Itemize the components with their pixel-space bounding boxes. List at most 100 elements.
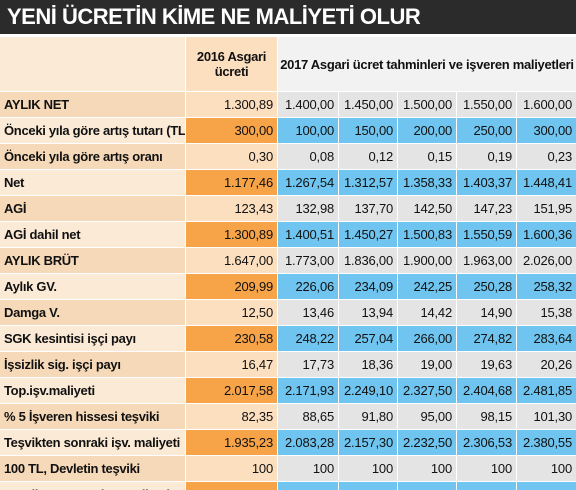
value-2017-scenario-3: 14,42 [398, 300, 456, 325]
value-2017-scenario-4: 98,15 [457, 404, 516, 429]
value-2017-scenario-4: 2.306,53 [457, 430, 516, 455]
row-label: İşsizlik sig. işçi payı [0, 352, 185, 377]
value-2017-scenario-4: 250,28 [457, 274, 516, 299]
value-2017-scenario-5: 300,00 [517, 118, 576, 143]
title-bar: YENİ ÜCRETİN KİME NE MALİYETİ OLUR [0, 0, 576, 34]
row-label: 100 TL, Devletin teşviki [0, 456, 185, 481]
value-2016: 1.300,89 [186, 222, 277, 247]
value-2017-scenario-5: 0,23 [517, 144, 576, 169]
value-2017-scenario-1: 1.400,00 [278, 92, 338, 117]
value-2017-scenario-3: 95,00 [398, 404, 456, 429]
value-2017-scenario-3: 2.132,50 [398, 482, 456, 490]
value-2017-scenario-2: 2.157,30 [339, 430, 397, 455]
value-2017-scenario-2: 2.249,10 [339, 378, 397, 403]
value-2017-scenario-3: 200,00 [398, 118, 456, 143]
row-label: Önceki yıla göre artış oranı [0, 144, 185, 169]
value-2016: 2.017,58 [186, 378, 277, 403]
row-label: AGİ dahil net [0, 222, 185, 247]
value-2017-scenario-3: 2.327,50 [398, 378, 456, 403]
row-label: Top.işv.maliyeti [0, 378, 185, 403]
value-2017-scenario-3: 242,25 [398, 274, 456, 299]
value-2017-scenario-2: 0,12 [339, 144, 397, 169]
value-2017-scenario-5: 258,32 [517, 274, 576, 299]
value-2017-scenario-3: 100 [398, 456, 456, 481]
row-label: Teşvikten sonraki işv. maliyeti [0, 430, 185, 455]
value-2016: 12,50 [186, 300, 277, 325]
value-2017-scenario-2: 1.450,00 [339, 92, 397, 117]
value-2016: 123,43 [186, 196, 277, 221]
row-label: AGİ [0, 196, 185, 221]
value-2017-scenario-4: 0,19 [457, 144, 516, 169]
value-2017-scenario-3: 1.500,83 [398, 222, 456, 247]
value-2016: 300,00 [186, 118, 277, 143]
value-2017-scenario-2: 1.450,27 [339, 222, 397, 247]
value-2017-scenario-1: 0,08 [278, 144, 338, 169]
value-2017-scenario-4: 274,82 [457, 326, 516, 351]
row-label: Damga V. [0, 300, 185, 325]
value-2017-scenario-3: 2.232,50 [398, 430, 456, 455]
value-2017-scenario-2: 18,36 [339, 352, 397, 377]
value-2017-scenario-3: 1.500,00 [398, 92, 456, 117]
header-corner [0, 37, 185, 91]
value-2017-scenario-3: 1.900,00 [398, 248, 456, 273]
value-2017-scenario-1: 226,06 [278, 274, 338, 299]
value-2017-scenario-1: 100,00 [278, 118, 338, 143]
value-2016: 209,99 [186, 274, 277, 299]
page-title: YENİ ÜCRETİN KİME NE MALİYETİ OLUR [7, 4, 421, 29]
row-label: SGK kesintisi işçi payı [0, 326, 185, 351]
value-2016: 1.177,46 [186, 170, 277, 195]
value-2017-scenario-1: 132,98 [278, 196, 338, 221]
value-2017-scenario-1: 13,46 [278, 300, 338, 325]
value-2017-scenario-5: 2.481,85 [517, 378, 576, 403]
cost-table: 2016 Asgari ücreti 2017 Asgari ücret tah… [0, 34, 576, 490]
value-2017-scenario-5: 2.280,55 [517, 482, 576, 490]
value-2017-scenario-3: 266,00 [398, 326, 456, 351]
value-2017-scenario-1: 2.171,93 [278, 378, 338, 403]
value-2017-scenario-3: 0,15 [398, 144, 456, 169]
value-2017-scenario-2: 137,70 [339, 196, 397, 221]
value-2017-scenario-1: 1.983,28 [278, 482, 338, 490]
value-2017-scenario-2: 13,94 [339, 300, 397, 325]
row-label: Teşvikten sonra işv. maliyeti [0, 482, 185, 490]
value-2017-scenario-5: 151,95 [517, 196, 576, 221]
value-2017-scenario-2: 1.312,57 [339, 170, 397, 195]
row-label: AYLIK BRÜT [0, 248, 185, 273]
value-2017-scenario-3: 142,50 [398, 196, 456, 221]
value-2016: 100 [186, 456, 277, 481]
row-label: Önceki yıla göre artış tutarı (TL) [0, 118, 185, 143]
value-2017-scenario-4: 1.550,59 [457, 222, 516, 247]
row-label: Net [0, 170, 185, 195]
value-2017-scenario-1: 1.400,51 [278, 222, 338, 247]
value-2017-scenario-5: 2.380,55 [517, 430, 576, 455]
value-2017-scenario-2: 2.057,30 [339, 482, 397, 490]
value-2017-scenario-5: 1.600,36 [517, 222, 576, 247]
value-2017-scenario-1: 1.267,54 [278, 170, 338, 195]
value-2017-scenario-5: 20,26 [517, 352, 576, 377]
value-2017-scenario-1: 100 [278, 456, 338, 481]
header-2017-estimates: 2017 Asgari ücret tahminleri ve işveren … [278, 37, 576, 91]
value-2017-scenario-3: 1.358,33 [398, 170, 456, 195]
value-2017-scenario-2: 1.836,00 [339, 248, 397, 273]
value-2017-scenario-4: 250,00 [457, 118, 516, 143]
value-2016: 1.835,23 [186, 482, 277, 490]
value-2016: 0,30 [186, 144, 277, 169]
value-2017-scenario-1: 17,73 [278, 352, 338, 377]
value-2017-scenario-5: 1.600,00 [517, 92, 576, 117]
value-2017-scenario-3: 19,00 [398, 352, 456, 377]
value-2017-scenario-4: 2.206,53 [457, 482, 516, 490]
value-2017-scenario-5: 15,38 [517, 300, 576, 325]
value-2017-scenario-1: 88,65 [278, 404, 338, 429]
value-2017-scenario-4: 147,23 [457, 196, 516, 221]
value-2017-scenario-4: 2.404,68 [457, 378, 516, 403]
value-2017-scenario-4: 100 [457, 456, 516, 481]
value-2016: 1.647,00 [186, 248, 277, 273]
row-label: Aylık GV. [0, 274, 185, 299]
value-2017-scenario-4: 1.403,37 [457, 170, 516, 195]
value-2017-scenario-2: 257,04 [339, 326, 397, 351]
value-2016: 16,47 [186, 352, 277, 377]
value-2017-scenario-5: 100 [517, 456, 576, 481]
value-2017-scenario-2: 91,80 [339, 404, 397, 429]
value-2017-scenario-1: 2.083,28 [278, 430, 338, 455]
value-2017-scenario-4: 14,90 [457, 300, 516, 325]
value-2017-scenario-1: 248,22 [278, 326, 338, 351]
